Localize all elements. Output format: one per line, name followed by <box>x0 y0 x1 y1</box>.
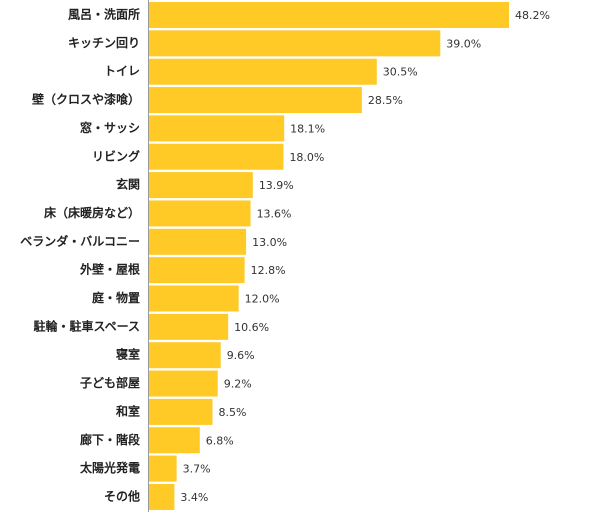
category-label: 子ども部屋 <box>80 375 140 390</box>
value-label: 12.8% <box>251 264 286 277</box>
category-label: 駐輪・駐車スペース <box>33 318 140 333</box>
value-label: 18.0% <box>289 151 324 164</box>
bar <box>149 58 377 85</box>
value-label: 39.0% <box>446 37 481 50</box>
bar <box>149 313 229 340</box>
category-label: 窓・サッシ <box>80 120 140 135</box>
value-label: 10.6% <box>234 321 269 334</box>
bar <box>149 342 221 369</box>
category-label: 廊下・階段 <box>80 432 141 447</box>
category-label: 床（床暖房など） <box>44 205 140 220</box>
value-label: 12.0% <box>245 293 280 306</box>
bar <box>149 370 218 397</box>
value-label: 9.6% <box>227 349 255 362</box>
bar <box>149 30 441 57</box>
value-label: 3.4% <box>180 491 208 504</box>
bar <box>149 285 239 312</box>
category-label: その他 <box>104 488 140 503</box>
category-label: 外壁・屋根 <box>80 262 140 277</box>
value-label: 48.2% <box>515 9 550 22</box>
category-label: 寝室 <box>116 347 140 362</box>
category-label: 風呂・洗面所 <box>68 7 140 22</box>
bar <box>149 87 362 114</box>
value-label: 8.5% <box>218 406 246 419</box>
category-label: トイレ <box>104 64 140 78</box>
bar <box>149 455 177 482</box>
category-label: 玄関 <box>116 177 140 192</box>
category-label: 壁（クロスや漆喰） <box>32 92 140 107</box>
value-label: 28.5% <box>368 94 403 107</box>
category-label: リビング <box>92 148 140 163</box>
category-label: 庭・物置 <box>92 290 140 305</box>
bar <box>149 143 284 170</box>
category-label: キッチン回り <box>68 36 140 50</box>
bar <box>149 398 213 425</box>
value-label: 13.9% <box>259 179 294 192</box>
bar <box>149 257 245 284</box>
bar <box>149 483 175 510</box>
value-label: 18.1% <box>290 122 325 135</box>
category-label: ベランダ・バルコニー <box>20 233 140 248</box>
value-label: 6.8% <box>206 434 234 447</box>
bar <box>149 172 253 199</box>
value-label: 30.5% <box>383 66 418 79</box>
bar <box>149 200 251 227</box>
bar <box>149 427 200 454</box>
value-label: 13.6% <box>257 207 292 220</box>
value-label: 3.7% <box>183 463 211 476</box>
bar <box>149 228 247 255</box>
value-label: 9.2% <box>224 378 252 391</box>
category-label: 和室 <box>115 403 140 418</box>
category-label: 太陽光発電 <box>80 460 140 475</box>
bar <box>149 2 509 28</box>
bar <box>149 115 285 142</box>
value-label: 13.0% <box>252 236 287 249</box>
